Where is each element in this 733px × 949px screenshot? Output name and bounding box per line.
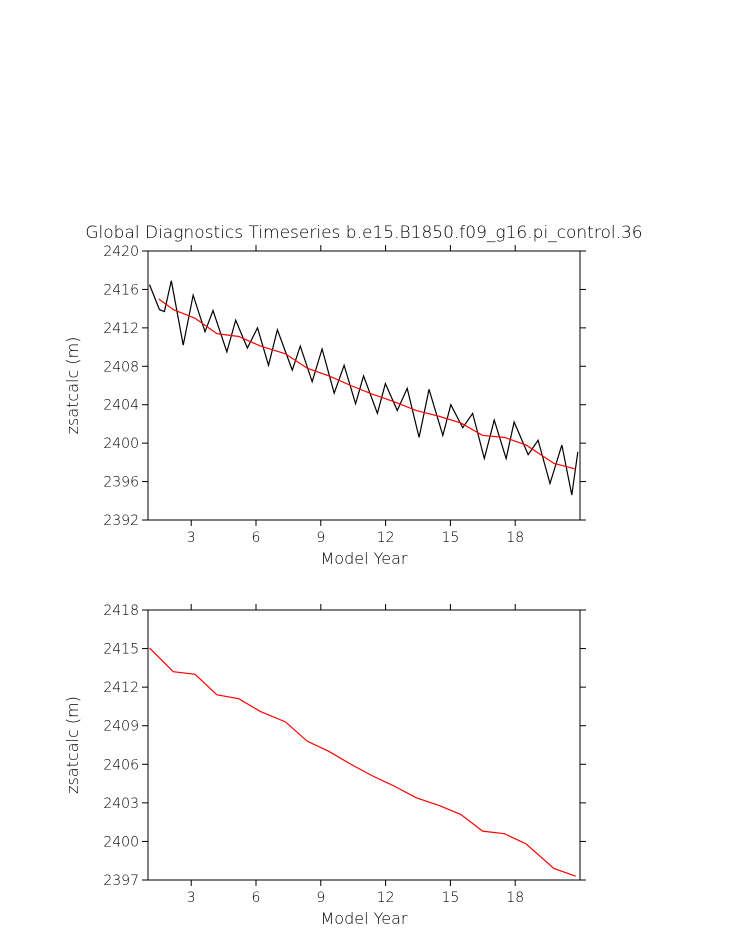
x-tick-label: 12: [377, 890, 395, 906]
x-tick-label: 3: [187, 530, 196, 546]
y-tick-label: 2404: [103, 398, 139, 414]
x-tick-label: 3: [187, 890, 196, 906]
y-tick-label: 2400: [103, 436, 139, 452]
y-tick-label: 2409: [103, 719, 139, 735]
y-tick-label: 2412: [103, 321, 139, 337]
y-tick-label: 2416: [103, 282, 139, 298]
chart-title: Global Diagnostics Timeseries b.e15.B185…: [85, 223, 642, 243]
y-tick-label: 2392: [103, 513, 139, 529]
y-tick-label: 2403: [103, 796, 139, 812]
y-axis-label: zsatcalc (m): [63, 337, 82, 435]
data-line: [148, 280, 579, 496]
x-axis-label: Model Year: [321, 909, 408, 928]
data-line: [149, 647, 576, 877]
y-tick-label: 2396: [103, 475, 139, 491]
y-tick-label: 2400: [103, 834, 139, 850]
x-tick-label: 9: [316, 890, 325, 906]
plot-frame: [147, 250, 581, 521]
x-tick-label: 6: [252, 530, 261, 546]
data-line: [158, 298, 576, 470]
y-tick-label: 2420: [103, 244, 139, 260]
y-tick-label: 2408: [103, 359, 139, 375]
y-tick-label: 2406: [103, 757, 139, 773]
x-tick-label: 6: [252, 890, 261, 906]
x-tick-label: 18: [506, 890, 524, 906]
x-axis-label: Model Year: [321, 549, 408, 568]
x-tick-label: 18: [506, 530, 524, 546]
x-tick-label: 15: [441, 890, 459, 906]
x-tick-label: 15: [441, 530, 459, 546]
y-tick-label: 2412: [103, 680, 139, 696]
y-axis-label: zsatcalc (m): [63, 696, 82, 794]
y-tick-label: 2415: [103, 642, 139, 658]
x-tick-label: 12: [377, 530, 395, 546]
y-tick-label: 2418: [103, 603, 139, 619]
plot-frame: [147, 609, 581, 881]
x-tick-label: 9: [316, 530, 325, 546]
y-tick-label: 2397: [103, 873, 139, 889]
